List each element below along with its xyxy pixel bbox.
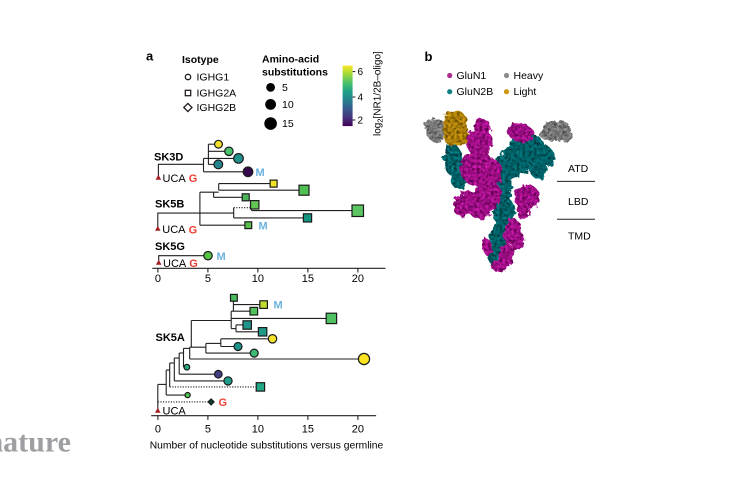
svg-text:10: 10 [282, 99, 294, 111]
svg-text:a: a [146, 49, 154, 64]
svg-text:SK5G: SK5G [155, 241, 185, 253]
svg-text:TMD: TMD [568, 231, 591, 243]
svg-text:5: 5 [205, 424, 211, 436]
svg-text:2: 2 [358, 115, 364, 126]
svg-text:UCA: UCA [163, 258, 187, 270]
svg-text:log2[NR1/2B–oligo]: log2[NR1/2B–oligo] [373, 51, 385, 136]
svg-text:IGHG1: IGHG1 [197, 72, 230, 84]
svg-text:M: M [259, 221, 268, 233]
svg-text:M: M [274, 300, 283, 312]
svg-text:GluN2B: GluN2B [457, 86, 494, 98]
svg-text:20: 20 [352, 273, 364, 285]
svg-text:Amino-acid: Amino-acid [262, 54, 319, 66]
svg-text:10: 10 [252, 424, 264, 436]
svg-text:UCA: UCA [162, 224, 186, 236]
svg-text:15: 15 [302, 424, 314, 436]
svg-text:5: 5 [205, 273, 211, 285]
svg-text:UCA: UCA [163, 406, 187, 418]
svg-text:Light: Light [514, 86, 537, 98]
svg-text:SK3D: SK3D [154, 152, 183, 164]
svg-text:SK5B: SK5B [155, 199, 184, 211]
svg-text:IGHG2A: IGHG2A [197, 88, 237, 100]
svg-text:4: 4 [358, 92, 364, 103]
svg-text:G: G [189, 173, 198, 185]
svg-text:15: 15 [282, 118, 294, 130]
svg-text:G: G [219, 397, 228, 409]
svg-text:SK5A: SK5A [156, 332, 185, 344]
svg-text:0: 0 [155, 273, 161, 285]
svg-text:Isotype: Isotype [182, 54, 219, 66]
svg-text:G: G [189, 224, 198, 236]
svg-text:substitutions: substitutions [262, 67, 328, 79]
svg-text:GluN1: GluN1 [457, 70, 487, 82]
svg-text:M: M [217, 251, 226, 263]
svg-text:5: 5 [282, 82, 288, 94]
svg-text:UCA: UCA [163, 173, 187, 185]
svg-text:ATD: ATD [568, 163, 589, 175]
svg-text:nature: nature [0, 426, 71, 459]
svg-text:20: 20 [352, 424, 364, 436]
svg-text:10: 10 [252, 273, 264, 285]
svg-text:IGHG2B: IGHG2B [197, 102, 237, 114]
svg-text:15: 15 [302, 273, 314, 285]
svg-text:0: 0 [155, 424, 161, 436]
svg-text:b: b [425, 49, 433, 64]
svg-text:6: 6 [358, 67, 364, 78]
svg-text:M: M [256, 167, 265, 179]
svg-text:Heavy: Heavy [514, 70, 545, 82]
svg-text:Number of nucleotide substitut: Number of nucleotide substitutions versu… [150, 441, 384, 452]
svg-text:G: G [189, 258, 198, 270]
svg-text:LBD: LBD [568, 196, 589, 208]
